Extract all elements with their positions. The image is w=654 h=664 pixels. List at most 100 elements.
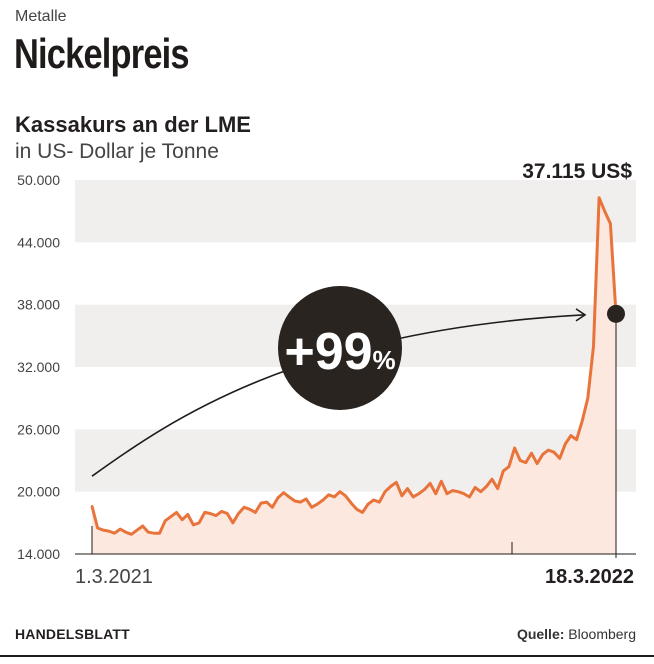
price-point	[288, 495, 291, 499]
footer-divider	[0, 655, 654, 657]
price-point	[158, 532, 161, 535]
price-point	[299, 500, 302, 504]
price-point	[541, 453, 544, 456]
price-point	[462, 492, 466, 495]
price-point	[220, 510, 223, 513]
price-point	[327, 493, 330, 496]
price-point	[417, 492, 420, 495]
price-point	[124, 531, 128, 534]
price-point	[186, 513, 189, 516]
change-badge	[278, 286, 402, 410]
price-point	[119, 527, 122, 531]
price-points	[90, 196, 618, 536]
x-tick-label-start: 1.3.2021	[75, 566, 153, 588]
price-point	[265, 500, 268, 504]
price-point	[609, 222, 612, 225]
price-point	[513, 446, 516, 450]
price-point	[259, 501, 263, 505]
price-point	[558, 457, 561, 460]
price-point	[130, 533, 133, 536]
price-point	[412, 495, 415, 499]
price-point	[135, 528, 139, 532]
price-point	[344, 494, 347, 497]
price-point	[338, 490, 342, 493]
price-point	[535, 462, 539, 465]
price-point	[581, 419, 584, 423]
x-tick-label-end: 18.3.2022	[545, 566, 634, 588]
price-point	[440, 480, 443, 483]
price-point	[197, 521, 201, 524]
brand-label: HANDELSBLATT	[15, 626, 130, 642]
price-point	[113, 532, 116, 535]
price-point	[147, 531, 150, 534]
headline: Nickelpreis	[14, 30, 190, 77]
price-point	[457, 490, 460, 493]
price-point	[141, 524, 144, 528]
price-point	[395, 481, 398, 484]
price-point	[564, 442, 567, 446]
price-point	[350, 501, 353, 505]
price-point	[333, 495, 336, 499]
price-point	[434, 492, 437, 495]
price-point	[530, 452, 533, 455]
price-point	[485, 485, 488, 488]
chart-subtitle: in US- Dollar je Tonne	[15, 140, 219, 163]
price-point	[592, 345, 595, 348]
price-point	[231, 521, 235, 524]
price-point	[524, 461, 527, 464]
price-point	[248, 508, 251, 511]
price-line	[90, 196, 618, 536]
y-tick-label: 50.000	[17, 172, 60, 188]
price-point	[226, 512, 229, 515]
price-point	[214, 514, 218, 517]
price-point	[378, 500, 381, 504]
last-value-label: 37.115 US$	[522, 160, 632, 183]
price-point	[569, 434, 573, 437]
price-point	[547, 448, 550, 452]
price-point	[502, 469, 505, 473]
price-point	[237, 512, 240, 515]
price-point	[473, 486, 477, 489]
price-point	[209, 512, 212, 515]
change-badge-label: +99%	[284, 323, 395, 381]
price-point	[271, 506, 274, 509]
price-point	[603, 210, 606, 213]
source-value: Bloomberg	[568, 626, 636, 642]
price-point	[451, 489, 454, 492]
price-point	[496, 487, 499, 490]
price-area	[92, 197, 616, 554]
y-tick-label: 32.000	[17, 359, 60, 375]
source-credit: Quelle: Bloomberg	[517, 626, 636, 642]
price-point	[400, 494, 404, 497]
price-point	[366, 502, 370, 506]
price-point	[242, 506, 246, 509]
chart-title: Kassakurs an der LME	[15, 112, 251, 137]
price-point	[372, 498, 375, 502]
change-unit: %	[373, 345, 396, 375]
price-point	[164, 519, 167, 522]
price-point	[507, 465, 511, 468]
price-point	[355, 508, 358, 511]
last-value-dot	[607, 304, 625, 323]
price-point	[169, 515, 173, 518]
nickel-price-chart: 14.000 20.000 26.000 32.000 38.000 44.000 50.0…	[17, 160, 636, 588]
price-point	[282, 491, 285, 494]
price-point	[479, 490, 482, 493]
price-point	[316, 502, 319, 506]
price-point	[304, 497, 308, 501]
price-point	[102, 528, 105, 532]
change-arrow-head	[575, 308, 587, 322]
price-point	[519, 459, 522, 462]
price-point	[96, 526, 99, 530]
price-point	[383, 490, 387, 493]
source-label: Quelle:	[516, 626, 565, 642]
y-tick-label: 26.000	[17, 421, 60, 437]
price-point	[90, 505, 94, 508]
y-tick-label: 14.000	[17, 546, 60, 562]
change-arrow	[91, 314, 586, 477]
price-point	[428, 482, 432, 485]
kicker: Metalle	[15, 8, 67, 25]
price-point	[293, 499, 296, 503]
price-point	[575, 438, 578, 441]
price-point	[597, 196, 601, 199]
